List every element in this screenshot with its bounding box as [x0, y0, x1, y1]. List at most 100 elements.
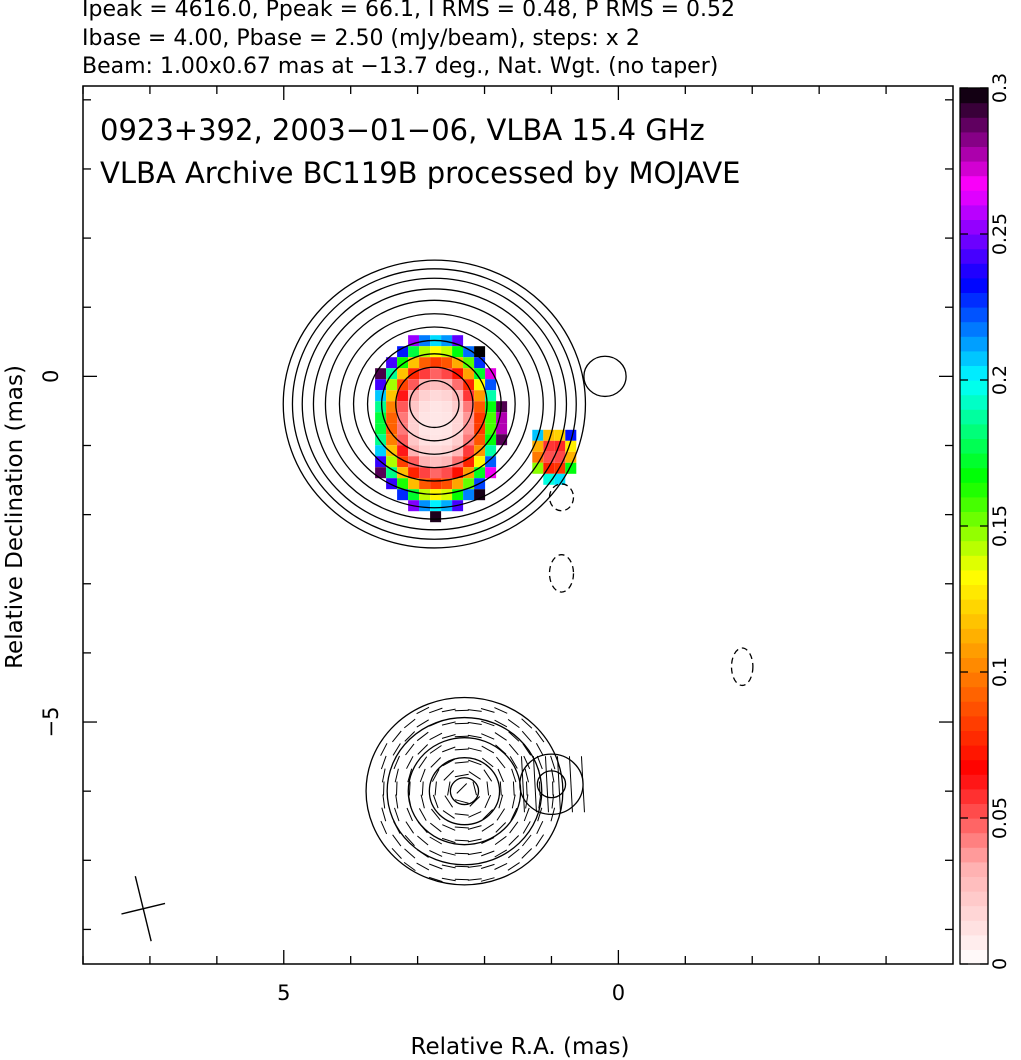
evpa-tick [441, 708, 456, 713]
colorbar-swatch [960, 818, 988, 834]
pol-pixel [452, 335, 464, 347]
evpa-tick [523, 807, 530, 822]
evpa-tick [507, 718, 520, 729]
colorbar-swatch [960, 409, 988, 425]
pol-pixel [463, 368, 475, 380]
pol-pixel [452, 489, 464, 501]
evpa-tick [381, 768, 386, 783]
colorbar-swatch [960, 672, 988, 688]
evpa-tick [429, 822, 442, 833]
pol-pixel [386, 467, 398, 479]
evpa-tick [495, 744, 507, 755]
evpa-tick [416, 719, 429, 728]
pol-pixel [543, 473, 555, 485]
evpa-tick [454, 839, 469, 842]
pol-pixel [485, 456, 497, 468]
evpa-tick [434, 781, 437, 796]
evpa-tick [535, 743, 544, 756]
evpa-tick [417, 835, 429, 846]
evpa-tick [511, 768, 517, 783]
colorbar-swatch [960, 453, 988, 469]
pol-pixel [485, 467, 497, 479]
pol-pixel [397, 401, 409, 413]
pol-pixel [375, 379, 387, 391]
evpa-tick [443, 770, 455, 781]
colorbar-swatch [960, 540, 988, 556]
evpa-tick [416, 849, 429, 858]
evpa-tick [396, 781, 398, 796]
evpa-tick [444, 795, 454, 808]
y-tick-label: −5 [39, 707, 63, 738]
pol-pixel [452, 434, 464, 446]
pol-pixel [397, 489, 409, 501]
pol-pixel [419, 412, 431, 424]
evpa-tick [524, 768, 529, 783]
pol-pixel [375, 423, 387, 435]
evpa-tick [454, 813, 469, 816]
pol-pixel [463, 357, 475, 369]
pol-pixel [452, 478, 464, 490]
evpa-tick [392, 834, 402, 847]
colorbar-swatch [960, 102, 988, 118]
colorbar-swatch [960, 657, 988, 673]
evpa-tick [403, 718, 416, 729]
plot-frame [82, 85, 954, 965]
evpa-tick [512, 781, 515, 796]
pol-pixel [375, 368, 387, 380]
pol-pixel [554, 451, 566, 463]
colorbar-swatch [960, 949, 988, 965]
y-tick-label: 0 [39, 370, 63, 383]
evpa-tick [468, 759, 482, 766]
evpa-tick [421, 781, 424, 796]
pol-pixel [397, 456, 409, 468]
evpa-tick [551, 794, 555, 809]
colorbar-swatch [960, 336, 988, 352]
pol-pixel [386, 412, 398, 424]
evpa-tick [454, 735, 469, 738]
colorbar-swatch [960, 350, 988, 366]
evpa-tick [454, 722, 469, 725]
pol-pixel [430, 467, 442, 479]
evpa-tick [418, 808, 427, 821]
pol-pixel [565, 429, 577, 441]
evpa-tick [510, 807, 518, 822]
evpa-tick [441, 851, 456, 856]
pol-pixel [532, 440, 544, 452]
polarization-vectors [380, 706, 585, 883]
evpa-tick [481, 837, 495, 844]
evpa-tick [454, 852, 469, 855]
evpa-tick [428, 876, 443, 883]
pol-pixel [485, 423, 497, 435]
evpa-tick [481, 720, 495, 727]
pol-pixel [397, 346, 409, 358]
evpa-tick [468, 811, 482, 818]
evpa-tick [418, 756, 428, 769]
pol-pixel [397, 434, 409, 446]
pol-pixel [397, 467, 409, 479]
colorbar-swatch [960, 394, 988, 410]
pol-pixel [375, 434, 387, 446]
evpa-tick [454, 799, 469, 804]
pol-pixel [419, 467, 431, 479]
pol-pixel [543, 429, 555, 441]
colorbar-swatch [960, 190, 988, 206]
evpa-tick [442, 824, 456, 831]
evpa-tick [536, 755, 543, 770]
evpa-tick [403, 861, 416, 872]
pol-pixel [441, 445, 453, 457]
beam-marker [121, 876, 166, 942]
evpa-tick [556, 756, 561, 813]
evpa-tick [416, 731, 429, 742]
pol-pixel [419, 500, 431, 512]
evpa-tick [393, 755, 400, 770]
evpa-tick [544, 756, 549, 813]
evpa-tick [508, 835, 520, 846]
colorbar-swatch [960, 88, 988, 104]
evpa-tick [511, 794, 516, 809]
pol-pixel [463, 379, 475, 391]
pol-pixel [441, 412, 453, 424]
pol-pixel [565, 451, 577, 463]
evpa-tick [408, 794, 412, 809]
pol-pixel [474, 489, 486, 501]
